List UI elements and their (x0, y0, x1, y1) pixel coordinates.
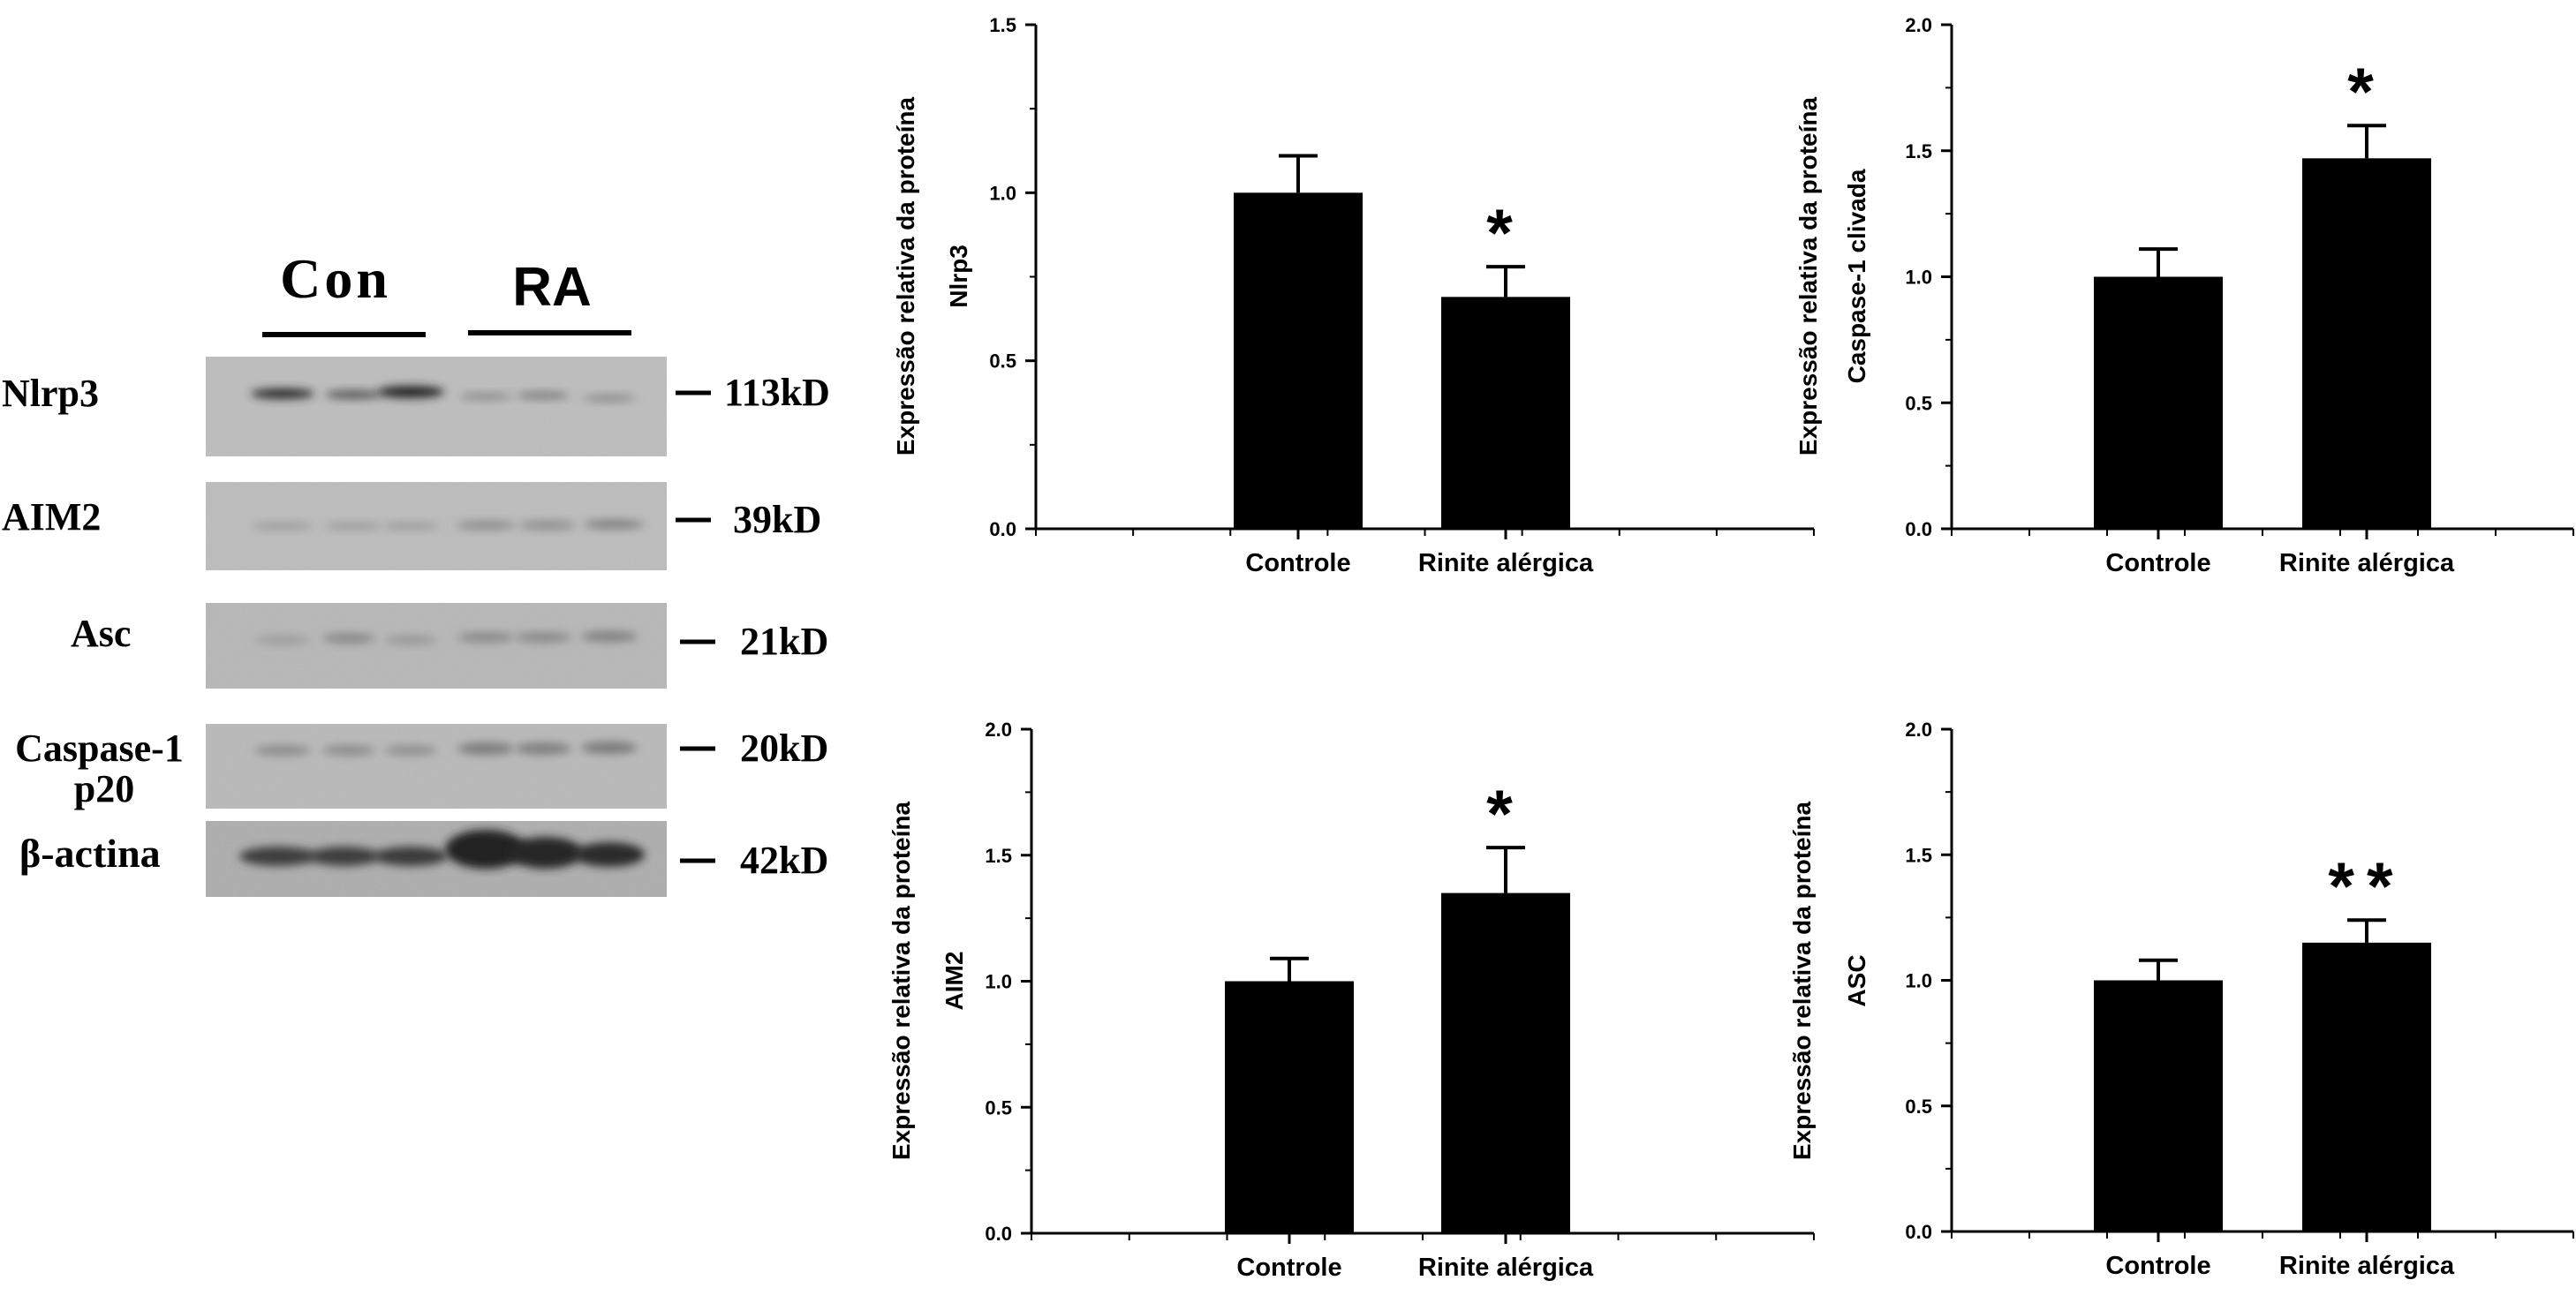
significance-label: * (1486, 777, 1525, 852)
bar (2302, 158, 2431, 529)
y-tick-label: 1.0 (989, 182, 1016, 204)
blot-label-nlrp3: Nlrp3 (2, 372, 99, 415)
bar (2302, 942, 2431, 1231)
x-tick-label: Controle (2105, 549, 2210, 577)
blot-strip-beta-actina (206, 821, 667, 897)
y-tick-label: 0.0 (1905, 518, 1932, 540)
y-axis-label: Expressão relativa da proteína (892, 96, 919, 456)
blot-label-beta-actina: β-actina (19, 831, 161, 876)
y-axis-label: Expressão relativa da proteína (888, 801, 915, 1160)
x-tick-label: Rinite alérgica (1418, 549, 1594, 577)
x-tick-label: Rinite alérgica (2279, 549, 2455, 577)
kd-label-caspase-1-p20: 20kD (740, 727, 828, 770)
chart-asc: 0.0 0.5 1.0 1.5 2.0 Controle Rinite alérgica **… (1788, 719, 2574, 1280)
y-axis-label-protein: AIM2 (941, 952, 968, 1011)
y-tick-label: 2.0 (1905, 14, 1932, 36)
significance-label: ** (2328, 849, 2405, 924)
chart-caspase-1-clivada: 0.0 0.5 1.0 1.5 2.0 Controle Rinite alérgica * E… (1794, 14, 2574, 577)
y-axis-label-protein: Nlrp3 (945, 245, 972, 308)
x-tick-label: Rinite alérgica (1418, 1254, 1594, 1282)
significance-label: * (1486, 196, 1525, 271)
y-tick-label: 2.0 (1905, 719, 1932, 741)
y-tick-label: 1.5 (1905, 844, 1932, 866)
y-tick-label: 1.0 (1905, 970, 1932, 992)
group-label-ra: RA (512, 257, 592, 318)
kd-label-beta-actina: 42kD (740, 839, 828, 882)
bar (2094, 980, 2223, 1231)
significance-label: * (2347, 55, 2386, 130)
kd-label-aim2: 39kD (733, 498, 821, 541)
western-blot-panel: Con RA (2, 247, 830, 897)
y-tick-label: 0.5 (1905, 1096, 1932, 1118)
y-axis-label-protein: ASC (1843, 954, 1870, 1006)
y-tick-label: 1.5 (989, 14, 1016, 36)
kd-label-asc: 21kD (740, 620, 828, 663)
y-tick-label: 0.5 (985, 1096, 1012, 1118)
blot-strip-aim2 (206, 482, 667, 570)
chart-aim2: 0.0 0.5 1.0 1.5 2.0 Controle Rinite alérgica * E… (888, 719, 1815, 1282)
blot-strip-caspase-1-p20 (206, 724, 667, 809)
blot-strip-nlrp3 (206, 357, 667, 456)
bar (1234, 192, 1363, 530)
x-tick-label: Controle (1245, 549, 1350, 577)
kd-label-nlrp3: 113kD (724, 371, 830, 414)
blot-label-aim2: AIM2 (2, 495, 101, 539)
bar (1441, 893, 1570, 1233)
bar (1225, 981, 1354, 1233)
y-tick-label: 0.0 (989, 518, 1016, 540)
y-tick-label: 1.5 (1905, 140, 1932, 162)
group-label-con: Con (280, 247, 391, 310)
y-tick-label: 1.0 (985, 971, 1012, 993)
blot-label-asc: Asc (71, 612, 131, 655)
blot-label-caspase-1-p20: Caspase-1 p20 (15, 727, 193, 810)
y-tick-label: 0.0 (985, 1223, 1012, 1245)
chart-nlrp3: 0.0 0.5 1.0 1.5 Controle Rinite alérgica * Expr… (892, 14, 1815, 577)
x-tick-label: Rinite alérgica (2279, 1252, 2455, 1280)
y-tick-label: 1.0 (1905, 267, 1932, 289)
y-tick-label: 0.5 (989, 350, 1016, 373)
y-axis-label: Expressão relativa da proteína (1794, 96, 1822, 456)
blot-strip-asc (206, 603, 667, 689)
y-tick-label: 2.0 (985, 719, 1012, 741)
x-tick-label: Controle (1236, 1254, 1341, 1282)
y-tick-label: 0.5 (1905, 392, 1932, 414)
y-axis-label: Expressão relativa da proteína (1788, 801, 1816, 1160)
bar (1441, 297, 1570, 529)
y-tick-label: 1.5 (985, 845, 1012, 867)
y-axis-label-protein: Caspase-1 clivada (1843, 169, 1870, 383)
y-tick-label: 0.0 (1905, 1221, 1932, 1243)
x-tick-label: Controle (2105, 1252, 2210, 1280)
bar (2094, 276, 2223, 529)
